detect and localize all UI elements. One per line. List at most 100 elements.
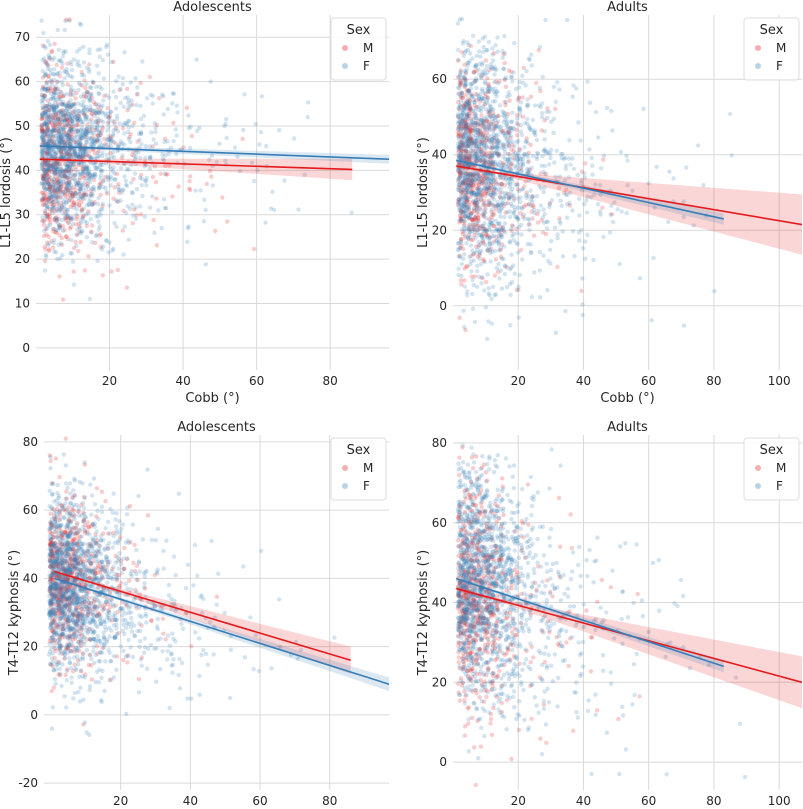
data-point-M bbox=[65, 132, 70, 138]
data-point-M bbox=[42, 93, 48, 98]
data-point-F bbox=[45, 127, 50, 132]
data-point-F bbox=[87, 171, 92, 176]
data-point-M bbox=[68, 187, 73, 193]
data-point-F bbox=[87, 296, 93, 302]
data-point-F bbox=[122, 174, 127, 179]
data-point-F bbox=[232, 145, 238, 150]
data-point-F bbox=[78, 141, 83, 146]
data-point-M bbox=[130, 221, 135, 226]
data-point-F bbox=[96, 133, 101, 138]
data-point-F bbox=[257, 142, 262, 147]
data-point-F bbox=[490, 153, 495, 159]
data-point-F bbox=[60, 61, 65, 66]
data-point-F bbox=[83, 114, 88, 120]
data-point-M bbox=[167, 163, 172, 168]
data-point-F bbox=[486, 286, 491, 291]
data-point-F bbox=[684, 165, 689, 170]
data-point-F bbox=[71, 205, 77, 210]
data-point-F bbox=[54, 195, 59, 200]
data-point-F bbox=[87, 125, 92, 130]
data-point-M bbox=[87, 153, 92, 159]
data-point-F bbox=[70, 102, 75, 107]
data-point-F bbox=[525, 154, 530, 160]
data-point-F bbox=[528, 203, 534, 208]
data-point-M bbox=[147, 74, 152, 80]
data-point-F bbox=[77, 111, 82, 117]
data-point-M bbox=[81, 192, 86, 197]
data-point-F bbox=[465, 177, 470, 183]
data-point-F bbox=[111, 150, 116, 155]
data-point-F bbox=[485, 95, 490, 100]
data-point-M bbox=[68, 152, 73, 158]
data-point-F bbox=[65, 103, 70, 109]
data-point-M bbox=[44, 129, 49, 134]
data-point-M bbox=[47, 163, 52, 168]
data-point-M bbox=[68, 120, 73, 126]
data-point-F bbox=[252, 178, 257, 184]
data-point-F bbox=[571, 166, 577, 171]
data-point-M bbox=[77, 224, 82, 229]
data-point-M bbox=[55, 101, 61, 106]
data-point-F bbox=[137, 204, 143, 209]
data-point-F bbox=[109, 154, 115, 159]
data-point-M bbox=[47, 163, 52, 169]
data-point-F bbox=[57, 223, 62, 228]
data-point-F bbox=[41, 196, 46, 202]
data-point-F bbox=[58, 241, 64, 246]
data-point-F bbox=[96, 91, 101, 96]
data-point-F bbox=[133, 76, 138, 81]
data-point-F bbox=[84, 130, 90, 135]
data-point-F bbox=[50, 107, 55, 112]
data-point-M bbox=[100, 125, 106, 131]
data-point-F bbox=[55, 72, 60, 77]
data-point-M bbox=[74, 154, 79, 159]
data-point-F bbox=[73, 202, 79, 207]
data-point-F bbox=[610, 128, 615, 133]
data-point-F bbox=[496, 187, 501, 192]
data-point-M bbox=[49, 129, 54, 134]
data-point-F bbox=[478, 187, 483, 192]
data-point-F bbox=[60, 113, 66, 119]
data-point-F bbox=[516, 96, 522, 101]
data-point-F bbox=[525, 216, 531, 221]
data-point-F bbox=[53, 169, 58, 174]
data-point-F bbox=[65, 175, 71, 180]
data-point-F bbox=[478, 207, 483, 212]
data-point-M bbox=[120, 126, 126, 131]
data-point-F bbox=[45, 166, 50, 171]
data-point-F bbox=[74, 153, 79, 158]
data-point-F bbox=[474, 146, 480, 151]
data-point-F bbox=[583, 239, 588, 244]
data-point-F bbox=[62, 168, 67, 173]
data-point-M bbox=[51, 168, 57, 173]
data-point-M bbox=[57, 224, 63, 230]
data-point-F bbox=[45, 168, 50, 174]
legend-marker-M bbox=[342, 45, 348, 51]
data-point-M bbox=[69, 153, 74, 159]
data-point-M bbox=[76, 154, 81, 159]
data-point-F bbox=[302, 172, 307, 177]
data-point-F bbox=[51, 125, 56, 131]
data-point-F bbox=[66, 123, 72, 128]
data-point-M bbox=[68, 204, 74, 210]
y-tick-label: 70 bbox=[15, 30, 30, 44]
data-point-F bbox=[45, 204, 51, 210]
data-point-F bbox=[47, 151, 53, 157]
data-point-F bbox=[473, 215, 478, 220]
data-point-F bbox=[40, 147, 46, 152]
data-point-F bbox=[65, 121, 70, 127]
data-point-F bbox=[88, 192, 94, 197]
data-point-M bbox=[109, 269, 114, 274]
data-point-M bbox=[52, 216, 57, 222]
data-point-F bbox=[585, 79, 590, 84]
data-point-F bbox=[510, 224, 515, 229]
data-point-F bbox=[481, 176, 487, 181]
data-point-M bbox=[79, 208, 85, 213]
data-point-M bbox=[44, 172, 49, 178]
data-point-F bbox=[520, 257, 525, 262]
data-point-F bbox=[51, 96, 56, 101]
data-point-F bbox=[94, 166, 99, 171]
data-point-M bbox=[44, 232, 49, 237]
data-point-M bbox=[94, 133, 100, 138]
